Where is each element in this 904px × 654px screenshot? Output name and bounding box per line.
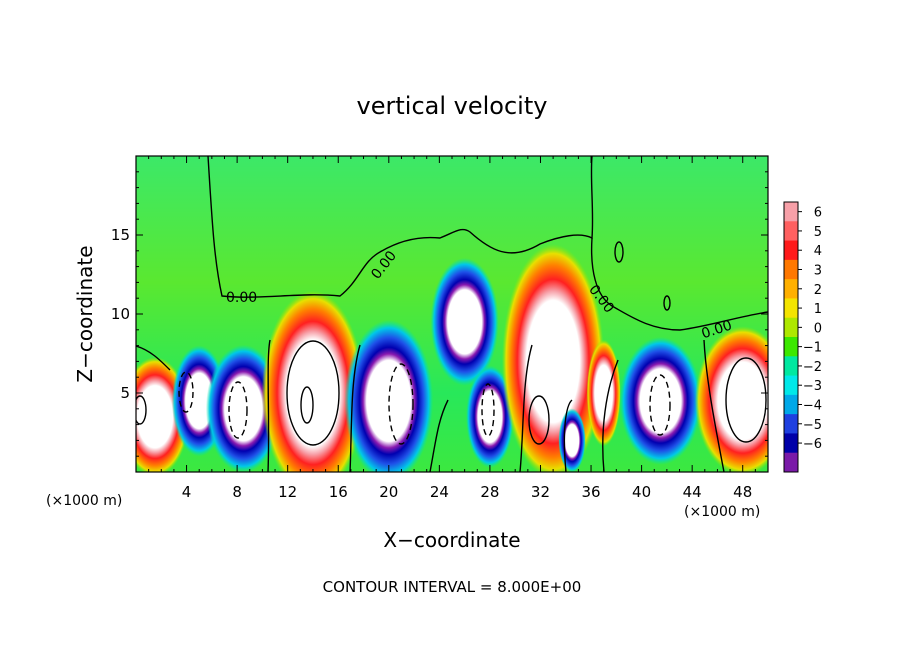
x-tick-label: 12 [278,483,297,501]
colorbar-swatch [784,433,798,454]
colorbar-label: −5 [803,418,822,433]
contour-loop [725,357,767,443]
zero-contour-line [207,156,594,298]
colorbar-swatch [784,452,798,473]
contour-loop [663,295,671,311]
colorbar-swatch [784,221,798,242]
colorbar-swatch [784,414,798,434]
colorbar-label: 4 [814,244,822,259]
x-tick-label: 4 [182,483,192,501]
colorbar-swatch [784,337,798,357]
x-tick-label: 20 [379,483,398,501]
x-tick-label: 44 [683,483,702,501]
dashed-contour [388,363,414,445]
dashed-contour [481,383,495,437]
x-axis: 4 8 12 16 20 24 28 32 36 40 44 48 [148,156,756,501]
colorbar-label: 0 [814,321,822,336]
x-tick-label: 40 [632,483,651,501]
colorbar-label: −1 [803,341,822,356]
colorbar-swatch [784,317,798,338]
downdraft-region [558,408,586,472]
updraft-region [501,244,605,472]
colorbar: 6 5 4 3 2 1 0 −1 −2 −3 −4 −5 −6 [783,201,822,473]
colorbar-label: 3 [814,264,822,279]
updraft-region [261,290,365,472]
x-axis-label: X−coordinate [383,528,520,552]
y-tick-label: 15 [111,226,130,244]
colorbar-label: −6 [803,437,822,452]
downdraft-region [430,257,499,386]
plot-area: 0.00 0.00 0.00 0.00 [135,155,769,473]
contour-loop [614,241,624,263]
colorbar-frame [783,201,799,473]
colorbar-swatch [784,356,798,377]
colorbar-label: 6 [814,206,822,221]
dashed-contour [228,381,248,439]
colorbar-label: −4 [803,399,822,414]
x-tick-label: 36 [581,483,600,501]
colorbar-swatch [784,394,798,415]
velocity-field [136,244,768,472]
contour-loop [528,395,550,445]
colorbar-swatch [784,240,798,261]
y-axis: 5 10 15 [111,171,768,457]
dashed-contour [178,371,194,413]
x-tick-label: 28 [480,483,499,501]
colorbar-swatch [784,375,798,396]
x-tick-label: 24 [430,483,449,501]
downdraft-region [466,365,514,468]
y-tick-label: 5 [120,384,130,402]
colorbar-swatch [784,298,798,319]
updraft-region [586,339,621,447]
x-tick-label: 8 [232,483,242,501]
zero-contour-line [590,237,768,331]
x-tick-label: 32 [531,483,550,501]
colorbar-swatch [784,279,798,299]
chart-title: vertical velocity [357,92,548,120]
y-tick-label: 10 [111,305,130,323]
colorbar-swatch [784,259,798,280]
colorbar-label: 2 [814,283,822,298]
z-unit-label-right: (×1000 m) [684,504,760,520]
updraft-region [694,326,768,472]
x-unit-label-left: (×1000 m) [46,493,122,509]
contour-loop [286,340,340,446]
dashed-contour [649,374,671,436]
zero-contours [136,156,768,472]
contour-loop [136,395,147,425]
x-tick-label: 16 [329,483,348,501]
zero-contour-line [136,339,725,472]
contour-label: 0.00 [226,290,257,306]
downdraft-region [205,344,281,472]
colorbar-label: 1 [814,302,822,317]
contour-interval-note: CONTOUR INTERVAL = 8.000E+00 [323,578,582,596]
colorbar-label: 5 [814,225,822,240]
colorbar-label: −2 [803,360,822,375]
downdraft-region [619,336,702,465]
colorbar-label: −3 [803,379,822,394]
colorbar-swatch [784,202,798,222]
contour-loop [300,386,314,424]
x-tick-label: 48 [733,483,752,501]
y-axis-label: Z−coordinate [73,245,97,382]
